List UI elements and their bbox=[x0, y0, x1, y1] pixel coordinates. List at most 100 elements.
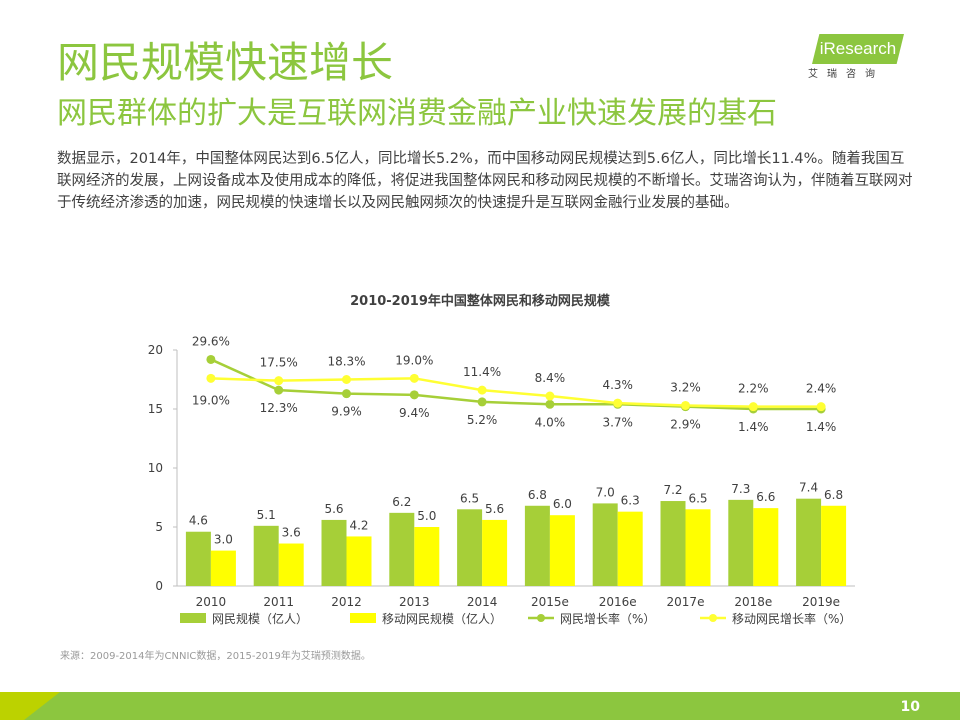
bar-netizen bbox=[253, 525, 279, 586]
point-mobile-growth bbox=[274, 376, 284, 386]
x-tick-label: 2010 bbox=[196, 595, 227, 609]
bar-mobile-netizen-label: 3.0 bbox=[214, 533, 233, 547]
intro-paragraph: 数据显示，2014年，中国整体网民达到6.5亿人，同比增长5.2%，而中国移动网… bbox=[57, 151, 913, 211]
bar-mobile-netizen-label: 4.2 bbox=[349, 518, 368, 532]
bar-netizen bbox=[728, 499, 754, 586]
source-note: 来源：2009-2014年为CNNIC数据，2015-2019年为艾瑞预测数据。 bbox=[60, 651, 371, 662]
y-tick-label: 0 bbox=[155, 579, 163, 593]
point-mobile-growth bbox=[477, 385, 487, 395]
mobile-growth-label: 2.4% bbox=[806, 382, 837, 396]
mobile-growth-label: 19.0% bbox=[395, 353, 433, 367]
legend-swatch-mobile bbox=[350, 613, 376, 623]
mobile-growth-label: 17.5% bbox=[260, 356, 298, 370]
point-netizen-growth bbox=[274, 385, 284, 395]
bar-netizen-label: 7.0 bbox=[596, 485, 615, 499]
bar-mobile-netizen bbox=[753, 508, 779, 586]
netizen-growth-label: 12.3% bbox=[260, 401, 298, 415]
x-tick-label: 2012 bbox=[331, 595, 362, 609]
page-number: 10 bbox=[900, 699, 920, 715]
mobile-growth-label: 2.2% bbox=[738, 382, 769, 396]
netizen-growth-label: 1.4% bbox=[738, 420, 769, 434]
bar-netizen bbox=[592, 503, 618, 586]
mobile-growth-label: 4.3% bbox=[602, 378, 633, 392]
point-netizen-growth bbox=[477, 397, 487, 407]
bar-netizen-label: 7.2 bbox=[663, 483, 682, 497]
bar-mobile-netizen bbox=[414, 527, 440, 586]
x-tick-label: 2016e bbox=[599, 595, 637, 609]
slide-subtitle: 网民群体的扩大是互联网消费金融产业快速发展的基石 bbox=[57, 96, 777, 131]
point-mobile-growth bbox=[409, 373, 419, 383]
footer-bar bbox=[0, 692, 960, 720]
bar-mobile-netizen bbox=[549, 515, 575, 586]
x-tick-label: 2019e bbox=[802, 595, 840, 609]
bar-netizen-label: 6.8 bbox=[528, 488, 547, 502]
point-mobile-growth bbox=[681, 400, 690, 410]
bar-netizen bbox=[660, 501, 686, 586]
bar-mobile-netizen bbox=[346, 536, 372, 586]
point-mobile-growth bbox=[748, 402, 758, 412]
bar-netizen bbox=[457, 509, 483, 586]
bar-mobile-netizen-label: 6.3 bbox=[621, 494, 640, 508]
point-mobile-growth bbox=[613, 398, 623, 408]
netizen-growth-label: 29.6% bbox=[192, 334, 230, 348]
bar-mobile-netizen bbox=[617, 511, 643, 586]
mobile-growth-label: 11.4% bbox=[463, 365, 501, 379]
bar-netizen bbox=[389, 512, 415, 586]
bar-mobile-netizen-label: 6.6 bbox=[756, 490, 775, 504]
bar-mobile-netizen-label: 6.5 bbox=[688, 491, 707, 505]
netizen-growth-label: 2.9% bbox=[670, 418, 701, 432]
point-netizen-growth bbox=[409, 390, 419, 400]
x-tick-label: 2013 bbox=[399, 595, 430, 609]
legend-marker-netizen-growth bbox=[537, 614, 545, 622]
netizen-growth-label: 9.4% bbox=[399, 406, 430, 420]
x-tick-label: 2011 bbox=[263, 595, 294, 609]
bar-mobile-netizen bbox=[278, 543, 304, 586]
bar-netizen bbox=[524, 505, 550, 586]
x-tick-label: 2014 bbox=[467, 595, 498, 609]
bar-netizen-label: 6.5 bbox=[460, 491, 479, 505]
bar-mobile-netizen-label: 6.0 bbox=[553, 497, 572, 511]
bar-mobile-netizen bbox=[685, 509, 711, 586]
bar-mobile-netizen bbox=[821, 505, 847, 586]
logo-flag-shape bbox=[812, 34, 904, 64]
legend-label: 网民规模（亿人） bbox=[212, 611, 308, 626]
x-tick-label: 2017e bbox=[667, 595, 705, 609]
netizen-growth-label: 1.4% bbox=[806, 420, 837, 434]
y-tick-label: 5 bbox=[155, 520, 163, 534]
point-netizen-growth bbox=[545, 399, 555, 409]
bar-netizen-label: 5.1 bbox=[257, 508, 276, 522]
slide-title: 网民规模快速增长 bbox=[57, 38, 394, 87]
legend-label: 移动网民规模（亿人） bbox=[382, 611, 502, 626]
bar-netizen-label: 7.3 bbox=[731, 482, 750, 496]
netizen-growth-label: 3.7% bbox=[602, 415, 633, 429]
iresearch-logo: iResearch 艾瑞咨询 bbox=[806, 34, 910, 86]
bar-netizen bbox=[321, 519, 347, 586]
mobile-growth-label: 3.2% bbox=[670, 380, 701, 394]
y-tick-label: 20 bbox=[148, 343, 163, 357]
bar-netizen bbox=[185, 531, 211, 586]
y-tick-label: 10 bbox=[148, 461, 163, 475]
legend-marker-mobile-growth bbox=[709, 614, 717, 622]
bar-netizen-label: 7.4 bbox=[799, 481, 818, 495]
bar-mobile-netizen-label: 5.6 bbox=[485, 502, 504, 516]
bar-netizen-label: 4.6 bbox=[189, 514, 208, 528]
bar-mobile-netizen-label: 3.6 bbox=[282, 526, 301, 540]
bar-netizen-label: 6.2 bbox=[392, 495, 411, 509]
bar-mobile-netizen bbox=[482, 519, 508, 586]
bar-netizen-label: 5.6 bbox=[324, 502, 343, 516]
line-mobile-growth bbox=[210, 377, 822, 408]
point-netizen-growth bbox=[206, 354, 216, 364]
bar-netizen bbox=[796, 498, 822, 586]
mobile-growth-label: 18.3% bbox=[327, 355, 365, 369]
netizen-growth-label: 9.9% bbox=[331, 405, 362, 419]
bar-mobile-netizen-label: 6.8 bbox=[824, 488, 843, 502]
mobile-growth-label: 19.0% bbox=[192, 393, 230, 407]
point-mobile-growth bbox=[545, 391, 555, 401]
point-mobile-growth bbox=[342, 375, 351, 384]
bar-mobile-netizen bbox=[210, 550, 236, 586]
netizen-scale-chart: 2010-2019年中国整体网民和移动网民规模 0 5 10 15 20 4.6 5.1 5.6… bbox=[148, 293, 855, 626]
legend-swatch-netizen bbox=[180, 613, 206, 623]
point-netizen-growth bbox=[342, 389, 351, 399]
legend-label: 网民增长率（%） bbox=[560, 611, 655, 626]
point-mobile-growth bbox=[816, 402, 826, 412]
